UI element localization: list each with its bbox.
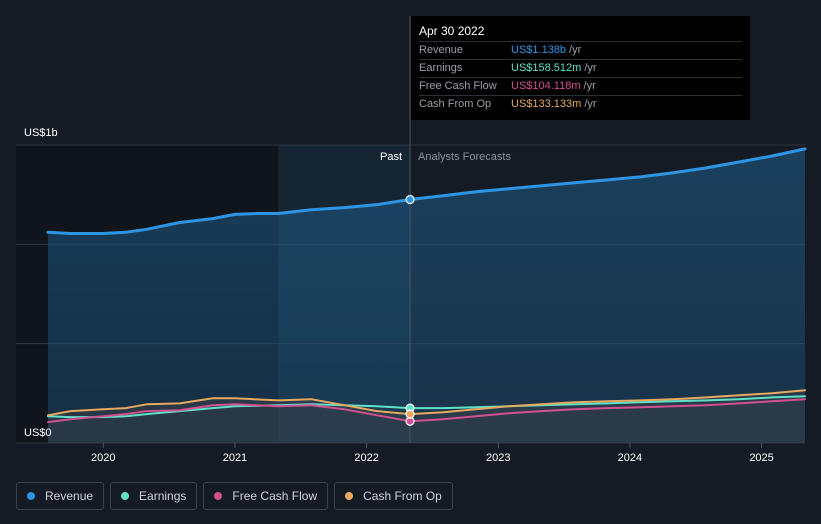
tooltip-row-free-cash-flow: Free Cash Flow US$104.118m /yr [419, 77, 742, 95]
tooltip-value: US$158.512m [511, 62, 582, 74]
legend-item-cash-from-op[interactable]: Cash From Op [334, 482, 453, 510]
tooltip-unit: /yr [584, 62, 597, 74]
tooltip-row-cash-from-op: Cash From Op US$133.133m /yr [419, 95, 742, 113]
revenue-area [48, 148, 805, 443]
marker-cash-from-op [405, 409, 415, 419]
legend-label: Earnings [139, 489, 187, 503]
tooltip-label: Free Cash Flow [419, 80, 497, 92]
tooltip-unit: /yr [583, 80, 596, 92]
forecast-label: Analysts Forecasts [418, 151, 511, 163]
y-axis-bottom-label: US$0 [24, 427, 52, 439]
tooltip-value: US$133.133m [511, 98, 582, 110]
legend-label: Cash From Op [363, 489, 442, 503]
tooltip-label: Revenue [419, 44, 464, 56]
x-tick-label: 2024 [618, 452, 642, 464]
tooltip-label: Earnings [419, 62, 463, 74]
chart-legend: Revenue Earnings Free Cash Flow Cash Fro… [16, 482, 453, 510]
legend-label: Free Cash Flow [232, 489, 318, 503]
tooltip-unit: /yr [569, 44, 582, 56]
legend-dot-icon [121, 492, 130, 500]
tooltip-row-earnings: Earnings US$158.512m /yr [419, 59, 742, 77]
x-tick-label: 2021 [223, 452, 247, 464]
x-tick-label: 2022 [354, 452, 378, 464]
y-axis-top-label: US$1b [24, 127, 58, 139]
legend-dot-icon [27, 492, 35, 500]
tooltip-label: Cash From Op [419, 98, 492, 110]
tooltip-row-revenue: Revenue US$1.138b /yr [419, 41, 742, 59]
legend-item-free-cash-flow[interactable]: Free Cash Flow [203, 482, 329, 510]
legend-item-revenue[interactable]: Revenue [16, 482, 105, 510]
series-line-revenue [46, 147, 807, 235]
tooltip-value: US$104.118m [511, 80, 581, 92]
marker-revenue [405, 194, 415, 205]
x-tick-label: 2020 [91, 452, 115, 464]
tooltip-date: Apr 30 2022 [419, 24, 485, 38]
x-tick-label: 2023 [486, 452, 510, 464]
tooltip-value: US$1.138b [511, 44, 567, 56]
past-label: Past [380, 151, 402, 163]
legend-dot-icon [214, 492, 223, 500]
legend-label: Revenue [45, 489, 94, 503]
tooltip-unit: /yr [584, 98, 597, 110]
legend-dot-icon [345, 492, 354, 500]
legend-item-earnings[interactable]: Earnings [110, 482, 198, 510]
x-tick-label: 2025 [749, 452, 773, 464]
data-tooltip: Apr 30 2022 Revenue US$1.138b /yr Earnin… [411, 16, 750, 120]
